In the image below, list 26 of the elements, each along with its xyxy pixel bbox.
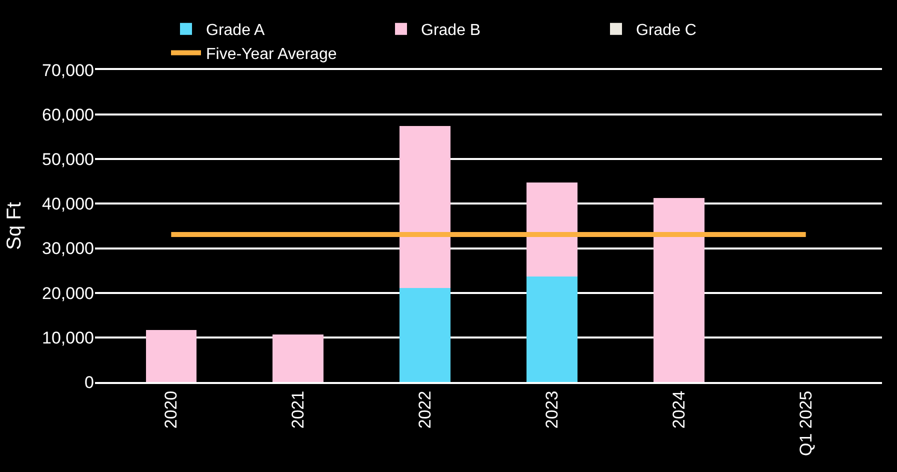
y-tick-label: 30,000 xyxy=(42,239,94,258)
bar xyxy=(526,182,578,276)
legend-label: Grade C xyxy=(636,22,696,40)
bar xyxy=(400,126,450,288)
y-tick-label: 10,000 xyxy=(42,328,94,348)
x-tick-label: Q1 2025 xyxy=(796,390,816,456)
legend-label: Grade B xyxy=(421,22,481,40)
x-tick-label: 2020 xyxy=(162,390,181,429)
x-tick-label: 2024 xyxy=(669,390,688,429)
y-tick-label: 70,000 xyxy=(42,60,94,80)
y-tick-label: 60,000 xyxy=(42,106,94,125)
bar xyxy=(146,330,197,382)
y-tick-label: 50,000 xyxy=(42,150,94,170)
bar xyxy=(272,334,324,382)
x-tick-label: 2023 xyxy=(542,390,562,429)
x-tick-label: 2021 xyxy=(288,390,308,429)
bar xyxy=(654,198,704,382)
bar xyxy=(400,288,450,382)
legend-label: Grade A xyxy=(206,22,266,40)
y-tick-label: 0 xyxy=(84,372,94,392)
y-tick-label: 20,000 xyxy=(42,284,94,303)
x-tick-label: 2022 xyxy=(416,390,435,429)
legend-label: Five-Year Average xyxy=(206,46,337,63)
y-axis-title: Sq Ft xyxy=(4,202,26,250)
y-tick-label: 40,000 xyxy=(42,194,94,214)
bar xyxy=(526,276,578,382)
